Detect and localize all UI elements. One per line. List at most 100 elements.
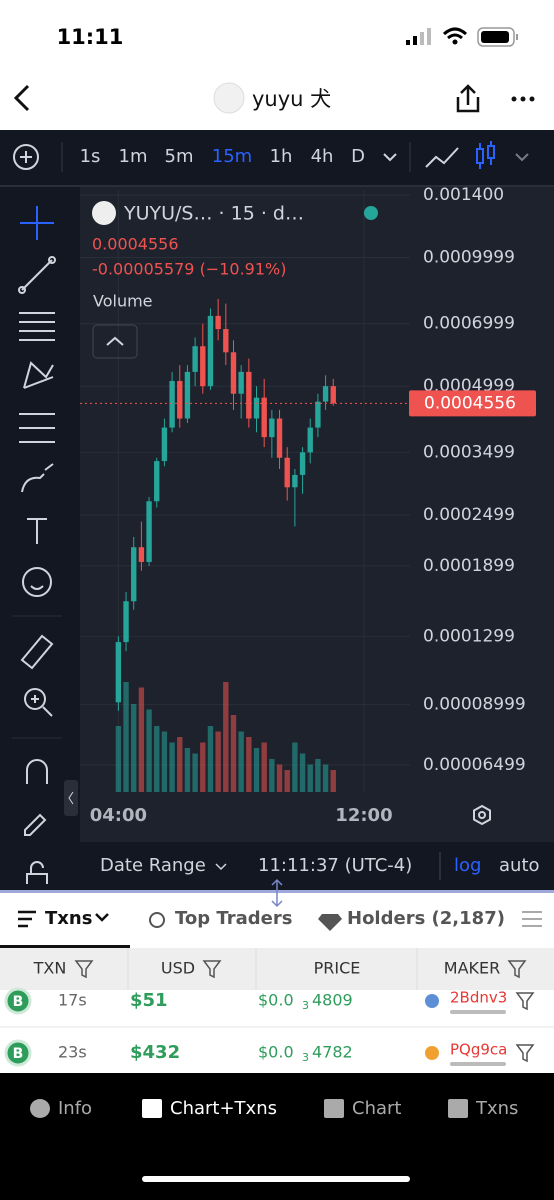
nav-item[interactable]: Chart xyxy=(352,1098,401,1119)
interval[interactable]: D xyxy=(351,146,365,167)
candle-body xyxy=(223,329,229,353)
candle-style[interactable] xyxy=(476,141,495,169)
y-tick-label: 0.0001299 xyxy=(423,626,515,646)
drawing-tools[interactable] xyxy=(18,206,56,884)
tab-icon xyxy=(149,912,165,928)
share-button[interactable] xyxy=(456,84,480,113)
volume-bar xyxy=(230,715,237,792)
legend-logo xyxy=(92,201,116,225)
tab-chevron[interactable] xyxy=(95,913,109,922)
filter-icon[interactable] xyxy=(74,960,94,979)
volume-bar xyxy=(115,726,122,792)
collapse-arrow xyxy=(68,791,74,805)
volume-bar xyxy=(207,726,214,792)
top-bg xyxy=(0,0,554,130)
candle-body xyxy=(246,371,252,419)
volume-bar xyxy=(184,748,191,792)
nav-item[interactable]: Chart+Txns xyxy=(170,1098,277,1119)
interval[interactable]: 1h xyxy=(270,146,293,167)
x-tick-label: 04:00 xyxy=(90,805,147,826)
interval[interactable]: 1s xyxy=(80,146,101,167)
candle-body xyxy=(238,371,244,394)
filter-icon[interactable] xyxy=(515,992,535,1011)
tab[interactable]: Txns xyxy=(45,908,92,929)
column-header: PRICE xyxy=(314,959,361,978)
filter-icon[interactable] xyxy=(202,960,222,979)
interval[interactable]: 1m xyxy=(119,146,148,167)
candle-body xyxy=(322,386,329,402)
candle-body xyxy=(169,381,175,428)
volume-bar xyxy=(123,682,129,792)
collapse-legend[interactable] xyxy=(92,324,138,359)
tab-underline xyxy=(0,945,130,948)
volume-bar xyxy=(284,770,290,792)
price-label: 0.0004556 xyxy=(424,393,516,413)
filter-icon[interactable] xyxy=(515,1044,535,1063)
txn-badge xyxy=(4,987,32,1015)
volume-bar xyxy=(307,764,313,792)
add-indicator[interactable] xyxy=(13,144,39,170)
sep xyxy=(0,185,554,187)
y-tick-label: 0.0006999 xyxy=(423,314,515,334)
settings-dot xyxy=(478,811,486,819)
txn-maker[interactable]: 2Bdnv3 xyxy=(450,989,507,1007)
tab[interactable]: Top Traders xyxy=(175,908,292,929)
volume-bar xyxy=(215,731,221,792)
candle-body xyxy=(192,346,198,372)
filter-icon[interactable] xyxy=(507,960,527,979)
y-tick-label: 0.001400 xyxy=(423,185,504,205)
interval[interactable]: 15m xyxy=(212,146,252,167)
volume-label: Volume xyxy=(93,292,153,311)
candle-body xyxy=(269,418,275,438)
candle-body xyxy=(123,601,129,643)
tabs: Txns Top Traders Holders (2,187) xyxy=(18,908,542,931)
log-toggle[interactable]: log xyxy=(454,855,481,876)
candle-body xyxy=(307,427,313,453)
volume-bar xyxy=(146,709,152,792)
candle-body xyxy=(154,461,160,502)
tab-more[interactable] xyxy=(522,911,542,927)
nav-item[interactable]: Info xyxy=(58,1098,92,1119)
clock: 11:11:37 (UTC-4) xyxy=(258,855,412,876)
txn-badge xyxy=(4,1039,32,1067)
volume-bar xyxy=(200,742,206,792)
y-tick-label: 0.00008999 xyxy=(423,695,526,715)
volume-bar xyxy=(238,731,244,792)
interval-more[interactable] xyxy=(383,153,397,162)
more-button[interactable] xyxy=(511,96,535,102)
volume-bar xyxy=(138,687,145,792)
column-header: USD xyxy=(161,959,195,978)
tab-icon xyxy=(18,910,36,928)
y-tick-label: 0.0002499 xyxy=(423,505,515,525)
volume-bar xyxy=(269,759,275,792)
style-more[interactable] xyxy=(515,153,529,162)
candle-body xyxy=(253,397,260,419)
volume-bar xyxy=(223,682,229,792)
nav: Info Chart+Txns Chart Txns xyxy=(30,1098,518,1119)
txn-maker[interactable]: PQg9ca xyxy=(450,1041,507,1059)
nav-item[interactable]: Txns xyxy=(475,1098,518,1119)
nav-icon xyxy=(142,1099,162,1118)
tab[interactable]: Holders (2,187) xyxy=(347,908,505,929)
line-style[interactable] xyxy=(425,147,459,168)
volume-bar xyxy=(177,737,183,792)
settings[interactable] xyxy=(473,804,491,826)
x-tick-label: 12:00 xyxy=(335,805,392,826)
interval[interactable]: 4h xyxy=(311,146,334,167)
txn-price: $0.0 xyxy=(258,1043,294,1062)
volume-bar xyxy=(261,742,267,792)
volume-bar xyxy=(292,742,298,792)
auto-toggle[interactable]: auto xyxy=(499,855,540,876)
txn-age: 17s xyxy=(58,991,87,1010)
collapse-tools[interactable] xyxy=(64,780,78,816)
y-tick-label: 0.00006499 xyxy=(423,755,526,775)
interval[interactable]: 5m xyxy=(165,146,194,167)
date-range[interactable]: Date Range xyxy=(100,855,206,876)
back-button[interactable] xyxy=(13,84,30,112)
candle-body xyxy=(230,352,237,394)
txn-usd: $51 xyxy=(130,990,168,1011)
candle-body xyxy=(284,457,290,488)
volume-bar xyxy=(253,748,260,792)
token-logo xyxy=(213,82,245,114)
